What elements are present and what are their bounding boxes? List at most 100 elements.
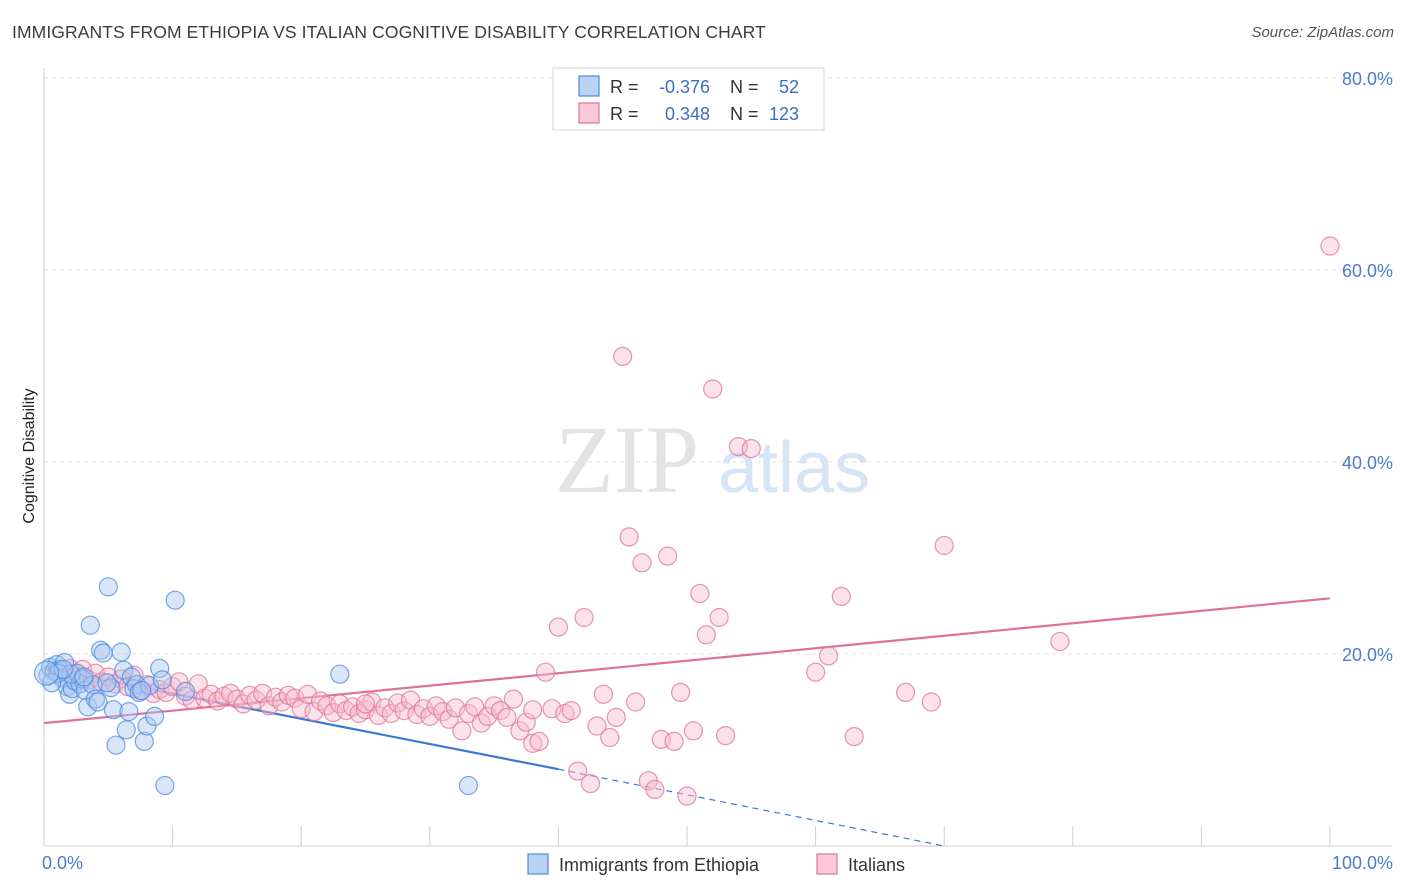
point-italians-98	[677, 786, 697, 806]
legend-swatch-italians	[578, 102, 600, 124]
stats-legend: R = -0.376 N = 52 R = 0.348 N = 123	[552, 67, 825, 131]
y-tick-label-1: 40.0%	[1342, 453, 1393, 473]
legend-swatch-ethiopia	[578, 75, 600, 97]
series-legend-label-ethiopia: Immigrants from Ethiopia	[559, 855, 760, 875]
point-italians-37	[285, 688, 305, 708]
point-italians-91	[632, 553, 652, 573]
point-italians-90	[625, 692, 646, 712]
chart-title: IMMIGRANTS FROM ETHIOPIA VS ITALIAN COGN…	[12, 22, 766, 42]
point-italians-100	[690, 583, 710, 604]
x-tick-labels: 0.0% 100.0%	[42, 853, 1393, 873]
legend-r-value-ethiopia: -0.376	[659, 77, 710, 97]
point-ethiopia-50	[42, 673, 62, 693]
point-ethiopia-49	[458, 775, 478, 796]
point-italians-77	[542, 699, 562, 719]
point-ethiopia-22	[98, 577, 118, 597]
point-italians-76	[535, 662, 556, 682]
point-italians-93	[645, 779, 665, 800]
series-legend-label-italians: Italians	[848, 855, 905, 875]
trend-line-ethiopia-extension	[558, 768, 945, 847]
point-italians-103	[709, 607, 729, 628]
point-italians-84	[587, 716, 607, 736]
point-ethiopia-19	[88, 692, 108, 712]
point-italians-114	[1050, 631, 1070, 652]
legend-n-label-italians: N =	[730, 104, 759, 124]
point-ethiopia-20	[90, 640, 111, 660]
axes	[43, 68, 1392, 847]
point-ethiopia-26	[111, 642, 131, 662]
point-ethiopia-25	[106, 735, 126, 755]
point-ethiopia-39	[152, 670, 172, 690]
point-ethiopia-24	[103, 700, 124, 720]
data-points	[33, 236, 1340, 806]
point-italians-40	[304, 701, 324, 722]
point-italians-65	[465, 697, 485, 717]
point-italians-63	[452, 721, 472, 741]
point-italians-82	[574, 607, 594, 628]
point-ethiopia-28	[116, 720, 136, 740]
point-italians-110	[844, 726, 864, 747]
trend-line-ethiopia	[43, 667, 559, 771]
point-italians-88	[613, 346, 633, 366]
point-italians-109	[831, 586, 851, 607]
point-ethiopia-18	[85, 689, 106, 709]
point-italians-67	[478, 706, 498, 727]
point-italians-89	[619, 527, 639, 547]
point-italians-115	[1320, 236, 1340, 256]
point-italians-78	[548, 617, 569, 637]
series-legend: Immigrants from Ethiopia Italians	[527, 853, 905, 875]
y-tick-label-2: 60.0%	[1342, 261, 1393, 281]
point-ethiopia-21	[93, 643, 113, 663]
point-ethiopia-46	[97, 673, 117, 693]
point-ethiopia-6	[54, 652, 75, 673]
point-italians-111	[895, 682, 916, 703]
point-italians-81	[568, 761, 588, 781]
point-italians-86	[600, 727, 620, 748]
y-tick-label-3: 80.0%	[1342, 69, 1393, 89]
point-italians-106	[741, 439, 761, 459]
point-italians-95	[658, 546, 678, 566]
watermark-atlas: atlas	[718, 428, 870, 508]
legend-n-value-italians: 123	[769, 104, 799, 124]
point-ethiopia-34	[134, 731, 154, 752]
point-italians-87	[606, 707, 626, 728]
trend-lines	[43, 597, 1331, 847]
legend-n-label-ethiopia: N =	[730, 77, 759, 97]
point-ethiopia-41	[165, 590, 185, 610]
x-tick-label-max: 100.0%	[1332, 853, 1393, 873]
legend-r-value-italians: 0.348	[665, 104, 710, 124]
point-ethiopia-38	[150, 658, 170, 679]
point-ethiopia-16	[80, 615, 100, 635]
point-italians-102	[703, 379, 723, 399]
point-ethiopia-45	[74, 667, 94, 687]
point-italians-70	[497, 707, 517, 728]
point-ethiopia-37	[145, 706, 165, 727]
point-italians-83	[580, 773, 601, 794]
series-legend-swatch-ethiopia	[527, 853, 549, 875]
series-legend-swatch-italians	[816, 853, 838, 875]
legend-n-value-ethiopia: 52	[779, 77, 799, 97]
watermark-zip: ZIP	[555, 406, 699, 513]
gridlines	[44, 77, 1392, 655]
point-italians-107	[805, 662, 826, 682]
point-ethiopia-27	[114, 660, 134, 680]
legend-r-label-italians: R =	[610, 104, 639, 124]
y-axis-label: Cognitive Disability	[21, 388, 38, 523]
point-ethiopia-40	[155, 775, 175, 796]
point-italians-97	[670, 682, 691, 703]
point-italians-60	[433, 701, 453, 722]
point-italians-101	[696, 625, 716, 645]
x-tick-label-min: 0.0%	[42, 853, 83, 873]
point-ethiopia-48	[330, 664, 350, 684]
point-ethiopia-35	[137, 716, 157, 736]
point-ethiopia-47	[132, 680, 152, 701]
point-italians-73	[516, 712, 536, 732]
point-italians-61	[439, 709, 459, 729]
point-italians-99	[683, 721, 704, 741]
point-ethiopia-15	[78, 697, 98, 717]
source-credit: Source: ZipAtlas.com	[1251, 24, 1394, 41]
point-italians-75	[529, 731, 549, 752]
point-italians-108	[818, 646, 839, 666]
y-tick-label-0: 20.0%	[1342, 645, 1393, 665]
